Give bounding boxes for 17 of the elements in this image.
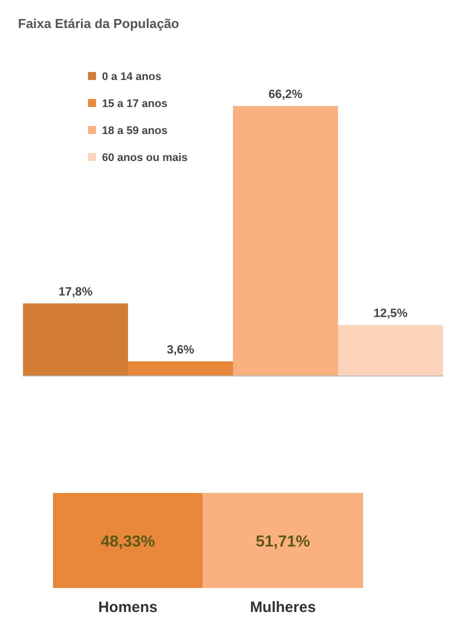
legend-label: 18 a 59 anos — [102, 125, 168, 137]
data-label: 51,71% — [256, 534, 310, 550]
bar — [338, 325, 443, 376]
legend-label: 60 anos ou mais — [102, 152, 188, 164]
data-label: 17,8% — [58, 284, 93, 298]
chart-title: Faixa Etária da População — [18, 16, 180, 31]
bar — [128, 361, 233, 376]
data-label: 12,5% — [373, 306, 408, 320]
data-label: 3,6% — [166, 342, 194, 356]
legend-label: 0 a 14 anos — [102, 71, 162, 83]
series-label: Homens — [98, 599, 158, 616]
series-label: Mulheres — [250, 599, 316, 616]
legend-label: 15 a 17 anos — [102, 98, 168, 110]
bar — [233, 106, 338, 376]
data-label: 66,2% — [268, 87, 303, 101]
bar — [23, 303, 128, 376]
data-label: 48,33% — [100, 534, 156, 550]
